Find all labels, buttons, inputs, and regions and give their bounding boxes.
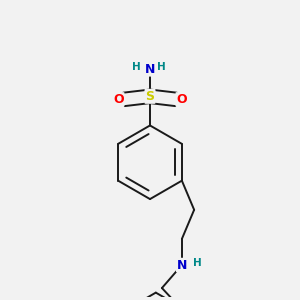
Text: S: S [146,90,154,103]
Text: N: N [145,63,155,76]
Text: O: O [113,93,124,106]
Text: H: H [157,62,166,72]
Text: H: H [132,62,141,72]
Text: O: O [176,93,187,106]
Text: H: H [193,259,202,269]
Text: N: N [177,259,187,272]
